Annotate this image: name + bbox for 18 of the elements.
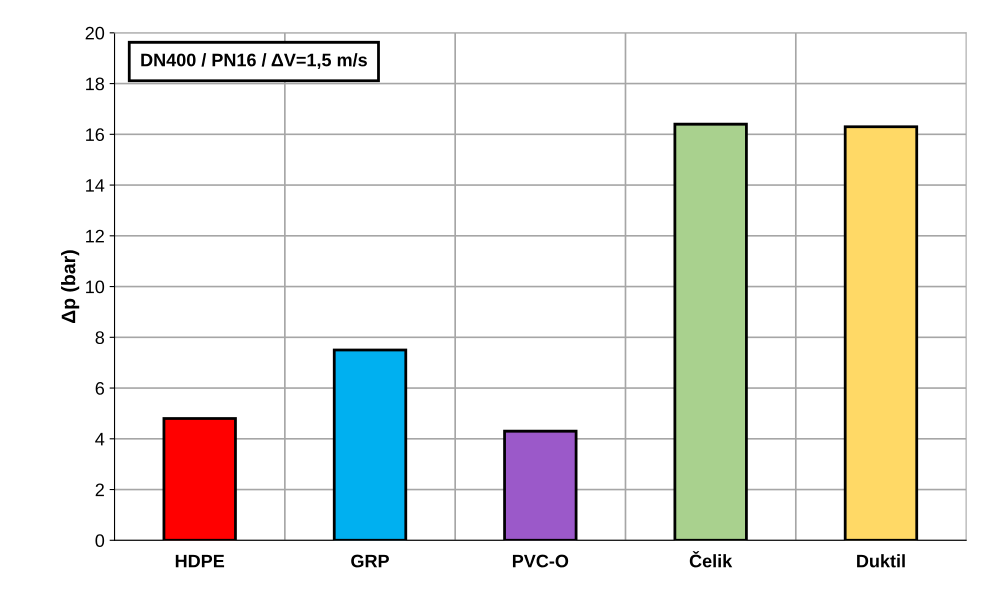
- x-tick-label: Čelik: [690, 551, 732, 568]
- y-tick-label: 2: [96, 483, 104, 496]
- y-tick-label: 20: [86, 26, 104, 40]
- y-tick-label: 12: [86, 230, 104, 242]
- y-tick-label: 6: [96, 382, 104, 395]
- x-tick-label: HDPE: [176, 554, 224, 568]
- x-tick-label: PVC-O: [512, 554, 568, 568]
- y-tick-label: 16: [86, 128, 104, 142]
- y-tick-label: 18: [86, 78, 104, 90]
- y-tick-label: 4: [95, 432, 104, 446]
- y-axis-title: Δp (bar): [61, 250, 80, 324]
- y-tick-label: 10: [86, 280, 104, 294]
- y-tick-label: 0: [95, 534, 104, 548]
- x-tick-label: Duktil: [857, 554, 905, 568]
- x-tick-label: GRP: [351, 554, 389, 568]
- annotation: DN400 / PN16 / ΔV=1,5 m/s: [141, 53, 367, 70]
- y-tick-label: 14: [86, 179, 104, 192]
- y-tick-label: 8: [96, 331, 104, 344]
